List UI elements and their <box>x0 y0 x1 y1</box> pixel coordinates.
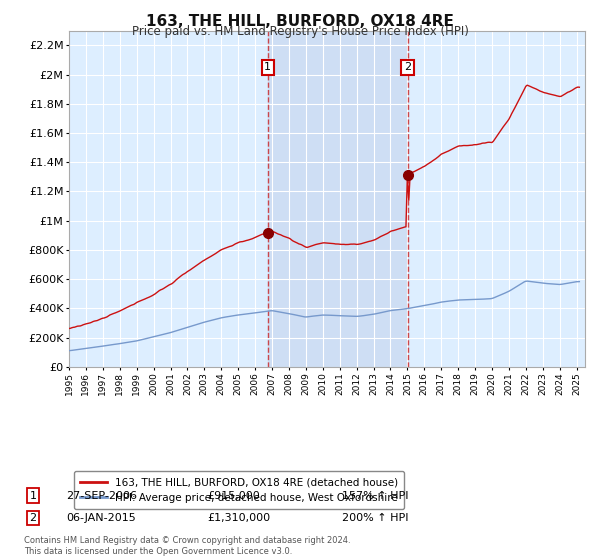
Bar <box>268 31 407 367</box>
Text: 200% ↑ HPI: 200% ↑ HPI <box>342 513 409 523</box>
Text: 06-JAN-2015: 06-JAN-2015 <box>66 513 136 523</box>
Text: 1: 1 <box>29 491 37 501</box>
Text: 2: 2 <box>404 62 411 72</box>
Legend: 163, THE HILL, BURFORD, OX18 4RE (detached house), HPI: Average price, detached : 163, THE HILL, BURFORD, OX18 4RE (detach… <box>74 471 404 509</box>
Text: 1: 1 <box>264 62 271 72</box>
Text: 2: 2 <box>29 513 37 523</box>
Text: Price paid vs. HM Land Registry's House Price Index (HPI): Price paid vs. HM Land Registry's House … <box>131 25 469 38</box>
Text: £915,000: £915,000 <box>207 491 260 501</box>
Text: 163, THE HILL, BURFORD, OX18 4RE: 163, THE HILL, BURFORD, OX18 4RE <box>146 14 454 29</box>
Text: 157% ↑ HPI: 157% ↑ HPI <box>342 491 409 501</box>
Text: Contains HM Land Registry data © Crown copyright and database right 2024.
This d: Contains HM Land Registry data © Crown c… <box>24 536 350 556</box>
Text: 27-SEP-2006: 27-SEP-2006 <box>66 491 137 501</box>
Text: £1,310,000: £1,310,000 <box>207 513 270 523</box>
